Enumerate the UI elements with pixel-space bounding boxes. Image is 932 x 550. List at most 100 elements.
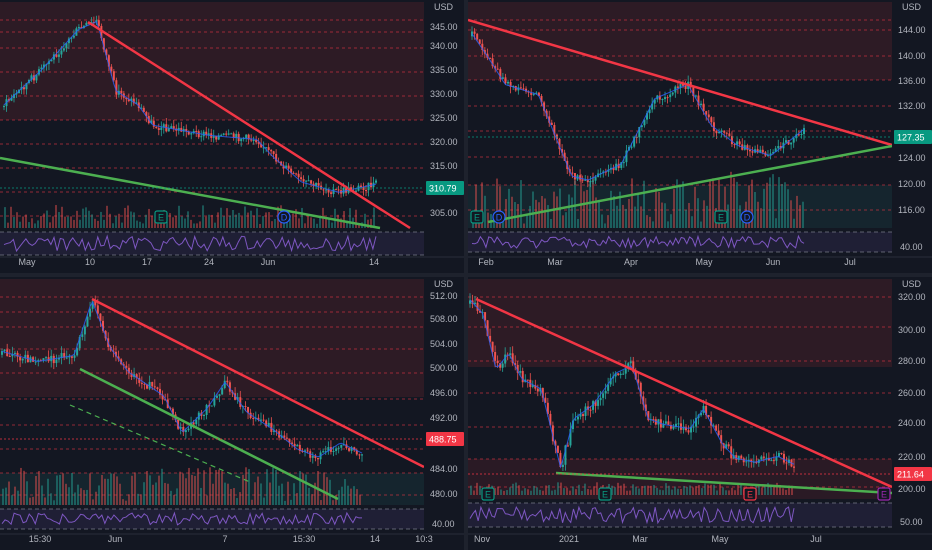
candle (740, 455, 743, 459)
candle (715, 425, 718, 431)
event-marker[interactable]: E (470, 210, 484, 224)
candle (653, 99, 656, 104)
volume-bar (193, 223, 195, 228)
candle (499, 69, 502, 79)
price-tick-label: 492.00 (430, 413, 458, 423)
support-trendline-dashed[interactable] (69, 404, 251, 483)
chart-panel-top-left[interactable]: E D USD 345.00 340.00 335.00 330.00 325.00 320.0… (0, 0, 464, 273)
zone-shading (0, 279, 424, 397)
chart-canvas[interactable]: USD 512.00 508.00 504.00 500.00 496.00 492.00 4… (0, 277, 464, 550)
candle (692, 87, 695, 97)
chart-canvas[interactable]: E D E D USD 144.00 140.00 136.00 132.00 124.00 120… (468, 0, 932, 273)
candle (24, 354, 27, 359)
volume-bar (91, 214, 93, 228)
support-trendline[interactable] (79, 367, 339, 501)
support-trendline[interactable] (555, 471, 893, 495)
candle (90, 21, 93, 24)
candle (220, 134, 223, 136)
candle (100, 26, 103, 39)
candle (227, 133, 230, 135)
event-marker[interactable]: E (598, 487, 612, 501)
price-tick-label: 280.00 (898, 356, 926, 366)
candle (143, 383, 146, 385)
volume-bar (202, 205, 204, 228)
time-tick-label: Jul (810, 534, 822, 544)
candle (667, 421, 670, 425)
chart-canvas[interactable]: E E E E USD 320.00 300.00 280.00 260.00 240.00 220… (468, 277, 932, 550)
candle (205, 131, 208, 135)
chart-canvas[interactable]: E D USD 345.00 340.00 335.00 330.00 325.00 320.0… (0, 0, 464, 273)
volume-bar (68, 487, 70, 505)
candle (800, 133, 803, 135)
event-marker[interactable]: E (743, 487, 757, 501)
candle (566, 445, 569, 447)
price-tick-label: 512.00 (430, 291, 458, 301)
volume-bar (568, 194, 570, 228)
candle (476, 302, 479, 311)
event-marker[interactable]: D (740, 210, 754, 224)
time-tick-label: 15:30 (29, 534, 52, 544)
volume-bar (596, 482, 598, 495)
price-axis[interactable] (424, 277, 464, 550)
volume-bar (43, 213, 45, 228)
candle (297, 173, 300, 178)
candle (759, 149, 762, 153)
price-axis[interactable] (892, 277, 932, 550)
volume-bar (334, 208, 336, 228)
volume-bar (85, 207, 87, 228)
event-marker[interactable]: E (481, 487, 495, 501)
candle (42, 358, 45, 361)
volume-bar (716, 490, 718, 495)
resistance-trendline[interactable] (87, 20, 411, 230)
panel-divider-horizontal[interactable] (0, 273, 932, 277)
volume-bar (359, 494, 361, 505)
candle (367, 182, 370, 191)
volume-bar (649, 216, 651, 228)
volume-bar (203, 470, 205, 505)
volume-bar (698, 485, 700, 495)
candle (132, 98, 135, 104)
candle (633, 137, 636, 147)
candle (50, 59, 53, 62)
event-marker[interactable]: E (714, 210, 728, 224)
resistance-trendline[interactable] (468, 18, 893, 147)
volume-bar (47, 478, 49, 505)
volume-bar (640, 206, 642, 228)
event-marker[interactable]: D (277, 210, 291, 224)
chart-panel-bottom-left[interactable]: USD 512.00 508.00 504.00 500.00 496.00 492.00 4… (0, 277, 464, 550)
candle (157, 128, 160, 130)
candle (705, 111, 708, 115)
volume-bar (683, 485, 685, 495)
oscillator-tick-label: 50.00 (900, 517, 923, 527)
support-trendline[interactable] (487, 144, 893, 224)
candle (669, 424, 672, 429)
volume-bar (295, 209, 297, 228)
volume-bar (241, 216, 243, 228)
last-price-label: 310.79 (429, 184, 457, 194)
candle (738, 141, 741, 145)
volume-bar (13, 216, 15, 228)
resistance-trendline[interactable] (475, 297, 893, 489)
volume-bar (311, 494, 313, 505)
event-marker[interactable]: E (877, 487, 891, 501)
candle (287, 165, 290, 169)
candle (140, 382, 143, 384)
volume-bar (545, 485, 547, 495)
support-trendline[interactable] (0, 156, 381, 230)
volume-bar (692, 487, 694, 495)
volume-bar (523, 223, 525, 228)
volume-bar (665, 483, 667, 495)
candle (519, 370, 522, 373)
event-marker[interactable]: D (492, 210, 506, 224)
candle (190, 133, 193, 135)
candle (125, 365, 128, 368)
chart-panel-bottom-right[interactable]: E E E E USD 320.00 300.00 280.00 260.00 240.00 220… (468, 277, 932, 550)
chart-panel-top-right[interactable]: E D E D USD 144.00 140.00 136.00 132.00 124.00 120… (468, 0, 932, 273)
event-marker[interactable]: E (154, 210, 168, 224)
volume-bar (326, 477, 328, 505)
price-axis[interactable] (424, 0, 464, 273)
candle (114, 351, 117, 357)
volume-bar (154, 219, 156, 228)
rsi-line (469, 505, 795, 525)
candle (640, 125, 643, 127)
